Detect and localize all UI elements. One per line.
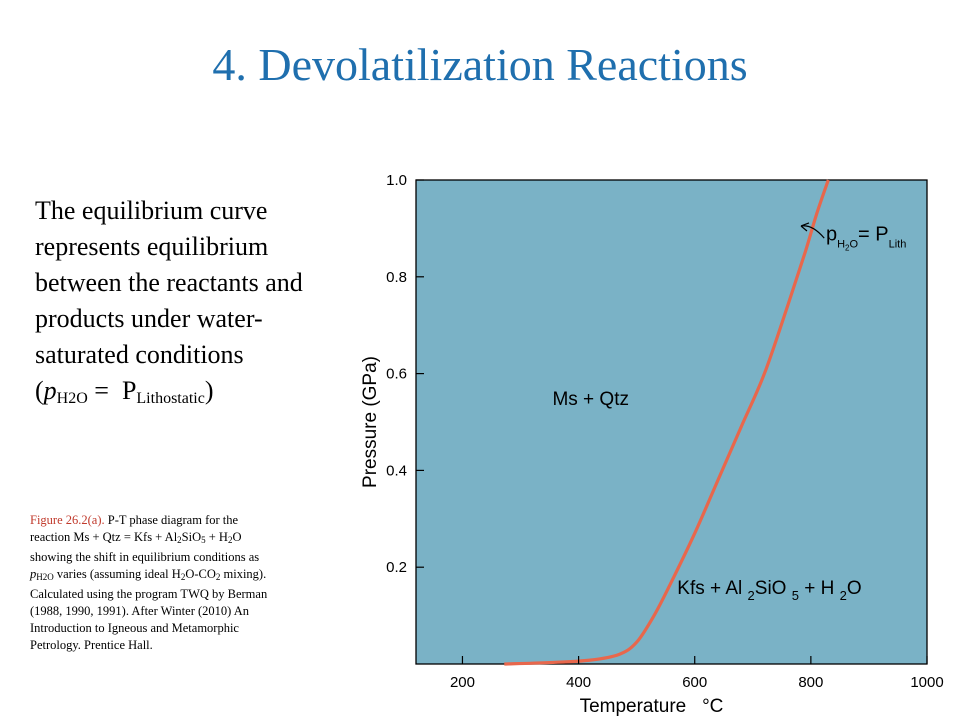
x-tick-label: 1000 (910, 674, 943, 691)
caption-text: P-T phase diagram for the (104, 513, 239, 527)
tick-layer: 200 400 600 800 1000 0.2 0.4 0.6 0.8 1.0 (386, 172, 944, 691)
y-tick-label: 0.2 (386, 559, 407, 576)
curve-label-sub: 2 (845, 244, 850, 253)
body-line: saturated conditions (35, 340, 244, 369)
formula-eq: = P (87, 376, 137, 405)
field-lower-part: + H (799, 578, 840, 599)
curve-label-sub: O (849, 239, 858, 251)
body-text: The equilibrium curve represents equilib… (35, 193, 380, 417)
caption-text: Introduction to Igneous and Metamorphic (30, 621, 239, 635)
caption-text: Calculated using the program TWQ by Berm… (30, 587, 268, 601)
caption-text: SiO (181, 530, 202, 544)
x-tick-label: 800 (798, 674, 823, 691)
caption-sub: 2 (215, 572, 221, 582)
curve-label-sub: H (837, 239, 845, 251)
caption-sub: 2 (180, 572, 186, 582)
y-tick-label: 1.0 (386, 172, 407, 189)
body-line: between the reactants and (35, 268, 303, 297)
field-lower-sub: 2 (748, 588, 755, 603)
equilibrium-curve (504, 179, 830, 666)
caption-figure-label: Figure 26.2(a). (30, 513, 105, 527)
x-tick-label: 200 (450, 674, 475, 691)
caption-text: reaction Ms + Qtz = Kfs + Al (30, 530, 178, 544)
field-lower-part: O (847, 578, 862, 599)
caption-sub: 2 (177, 535, 182, 545)
y-tick-label: 0.8 (386, 269, 407, 286)
x-axis-label: Temperature °C (580, 696, 724, 717)
y-tick-label: 0.4 (386, 462, 407, 479)
caption-text: mixing). (220, 567, 267, 581)
field-lower-sub: 5 (792, 588, 799, 603)
x-tick-label: 600 (682, 674, 707, 691)
caption-text: showing the shift in equilibrium conditi… (30, 550, 260, 564)
figure-caption: Figure 26.2(a). P-T phase diagram for th… (30, 512, 350, 654)
curve-label-arrow (800, 222, 825, 239)
body-line: products under water- (35, 304, 263, 333)
caption-text: O-CO (185, 567, 216, 581)
curve-layer (504, 179, 830, 666)
field-lower-part: SiO (755, 578, 792, 599)
x-tick-label: 400 (566, 674, 591, 691)
caption-text: varies (assuming ideal H (53, 567, 181, 581)
slide-title: 4. Devolatilization Reactions (212, 39, 748, 90)
curve-label-part: p (826, 224, 837, 246)
y-axis-label: Pressure (GPa) (360, 356, 381, 488)
formula-P-sub: Lithostatic (136, 390, 205, 407)
caption-sub: 2 (227, 535, 233, 545)
caption-text: p (30, 567, 37, 581)
body-formula: (pH2O = PLithostatic) (35, 373, 380, 417)
caption-text: O (232, 530, 242, 544)
body-line: represents equilibrium (35, 232, 269, 261)
formula-open: ( (35, 376, 44, 405)
curve-label-ph2o-plith: pH2O= PLith (826, 224, 906, 253)
formula-close: ) (204, 376, 214, 405)
formula-p-sub: H2O (56, 390, 88, 407)
field-lower-part: Kfs + Al (677, 578, 747, 599)
caption-text: (1988, 1990, 1991). After Winter (2010) … (30, 604, 250, 618)
pt-phase-diagram: 200 400 600 800 1000 0.2 0.4 0.6 0.8 1.0 Pressure… (360, 172, 944, 717)
caption-sub: H2O (36, 572, 54, 582)
caption-text: Petrology. Prentice Hall. (30, 638, 153, 652)
field-lower-sub: 2 (840, 588, 847, 603)
caption-sub: 5 (201, 535, 206, 545)
formula-p: p (43, 376, 57, 405)
field-label-kfs: Kfs + Al 2SiO 5 + H 2O (677, 578, 861, 603)
field-label-ms-qtz: Ms + Qtz (552, 389, 629, 410)
caption-text: + H (205, 530, 228, 544)
y-tick-label: 0.6 (386, 366, 407, 383)
curve-label-part: = P (858, 224, 889, 246)
body-line: The equilibrium curve (35, 196, 268, 225)
curve-label-sub: Lith (889, 239, 907, 251)
